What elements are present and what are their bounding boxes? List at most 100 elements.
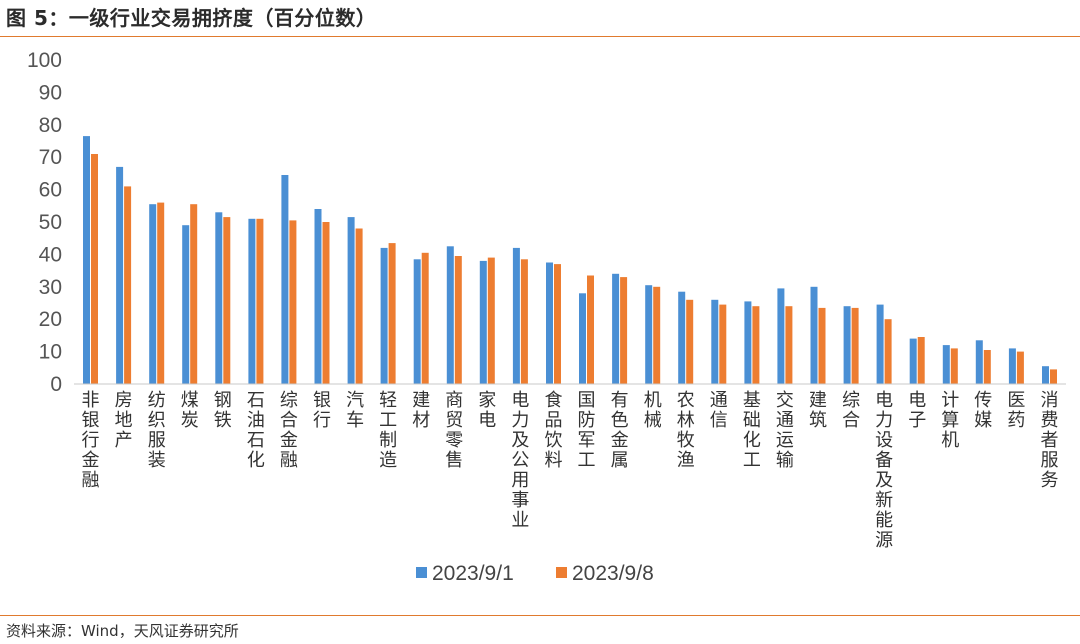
bar-series-1 xyxy=(777,288,785,384)
bar-series-2 xyxy=(983,350,991,384)
bar-series-2 xyxy=(421,252,429,384)
bar-series-2 xyxy=(587,275,594,384)
category-label: 电力设备及新能源 xyxy=(875,390,893,551)
bar-series-2 xyxy=(256,218,264,384)
category-label: 纺织服装 xyxy=(148,390,166,471)
bar-series-2 xyxy=(653,286,661,384)
category-label: 电力及公用事业 xyxy=(511,390,529,531)
bar-series-2 xyxy=(851,307,859,384)
bar-series-2 xyxy=(1050,369,1057,384)
bar-series-2 xyxy=(719,304,727,384)
bar-series-1 xyxy=(248,218,256,384)
bar-series-1 xyxy=(909,338,917,384)
category-label: 计算机 xyxy=(941,390,959,451)
category-labels: 非银行金融房地产纺织服装煤炭钢铁石油石化综合金融银行汽车轻工制造建材商贸零售家电… xyxy=(82,390,1059,551)
category-label: 银行 xyxy=(313,390,331,431)
category-label: 煤炭 xyxy=(181,390,199,431)
category-label: 建筑 xyxy=(809,390,827,431)
bar-series-1 xyxy=(380,247,388,384)
y-tick-label: 0 xyxy=(50,373,62,396)
category-label: 医药 xyxy=(1007,390,1025,431)
bar-series-1 xyxy=(810,286,818,384)
bar-series-2 xyxy=(752,306,760,384)
category-label: 食品饮料 xyxy=(545,390,563,471)
bar-series-2 xyxy=(190,204,198,384)
bar-series-2 xyxy=(289,220,297,384)
legend-label: 2023/9/8 xyxy=(572,562,654,585)
y-tick-label: 80 xyxy=(39,114,62,137)
category-label: 汽车 xyxy=(346,390,364,431)
footer-rule xyxy=(0,615,1080,616)
bar-series-1 xyxy=(314,209,322,384)
category-label: 机械 xyxy=(644,390,662,431)
bar-series-1 xyxy=(843,306,851,384)
category-label: 轻工制造 xyxy=(379,390,397,471)
y-tick-label: 20 xyxy=(39,308,62,331)
bar-series-1 xyxy=(446,246,454,384)
bar-series-1 xyxy=(612,273,620,384)
bar-series-2 xyxy=(818,307,826,384)
bar-series-1 xyxy=(347,217,355,384)
bar-series-2 xyxy=(917,337,925,384)
y-axis: 0 10 20 30 40 50 60 70 80 90 100 xyxy=(27,49,62,396)
bar-series-1 xyxy=(149,204,157,384)
category-label: 农林牧渔 xyxy=(677,390,695,471)
bar-series-2 xyxy=(554,264,561,384)
bar-series-1 xyxy=(876,304,884,384)
bar-series-2 xyxy=(223,217,231,384)
bar-series-1 xyxy=(479,260,487,384)
bar-series-1 xyxy=(116,166,124,384)
bar-series-1 xyxy=(678,291,686,384)
bar-series-2 xyxy=(454,256,462,384)
bar-series-2 xyxy=(620,277,628,384)
bar-series-1 xyxy=(744,301,752,384)
header-rule xyxy=(0,36,1080,37)
y-tick-label: 50 xyxy=(39,211,62,234)
category-label: 综合 xyxy=(842,390,860,431)
category-label: 综合金融 xyxy=(280,390,298,471)
bar-series-1 xyxy=(512,247,520,384)
y-tick-label: 70 xyxy=(39,146,62,169)
y-tick-label: 100 xyxy=(27,49,62,72)
bar-series-1 xyxy=(83,136,90,384)
category-label: 电子 xyxy=(908,390,926,431)
bar-series-1 xyxy=(281,175,289,384)
bar-series-2 xyxy=(884,319,892,384)
category-label: 钢铁 xyxy=(214,390,232,431)
bar-series-2 xyxy=(388,243,396,384)
bar-series-2 xyxy=(487,257,495,384)
category-label: 房地产 xyxy=(115,390,133,451)
bar-series-2 xyxy=(520,259,528,384)
y-tick-label: 60 xyxy=(39,179,62,202)
category-label: 国防军工 xyxy=(578,390,596,471)
bar-series-1 xyxy=(1042,366,1049,384)
category-label: 非银行金融 xyxy=(82,390,100,491)
bar-series-1 xyxy=(413,259,421,384)
category-label: 传媒 xyxy=(974,390,992,431)
bar-series-1 xyxy=(1008,348,1016,384)
bar-series-2 xyxy=(686,299,694,384)
category-label: 石油石化 xyxy=(247,390,265,471)
bar-series-1 xyxy=(215,212,223,384)
bar-series-1 xyxy=(579,293,586,384)
bar-series-1 xyxy=(182,225,190,384)
source-note: 资料来源：Wind，天风证券研究所 xyxy=(6,622,239,640)
category-label: 通信 xyxy=(710,390,728,431)
bar-series-1 xyxy=(942,345,950,384)
y-tick-label: 40 xyxy=(39,243,62,266)
bar-series-2 xyxy=(1016,351,1024,384)
y-tick-label: 30 xyxy=(39,276,62,299)
y-tick-label: 10 xyxy=(39,341,62,364)
category-label: 建材 xyxy=(412,390,430,431)
legend: 2023/9/1 2023/9/8 xyxy=(416,562,654,585)
bar-chart: 0 10 20 30 40 50 60 70 80 90 100 非银行金融房地产纺织服装煤炭钢铁石… xyxy=(27,49,1066,585)
legend-swatch xyxy=(556,567,567,578)
bar-series-2 xyxy=(950,348,958,384)
bar-series-2 xyxy=(355,228,363,384)
legend-label: 2023/9/1 xyxy=(432,562,514,585)
bar-series-1 xyxy=(645,285,653,384)
bar-series-1 xyxy=(711,299,719,384)
legend-swatch xyxy=(416,567,427,578)
bar-series-group xyxy=(83,136,1057,384)
bar-series-2 xyxy=(785,306,793,384)
